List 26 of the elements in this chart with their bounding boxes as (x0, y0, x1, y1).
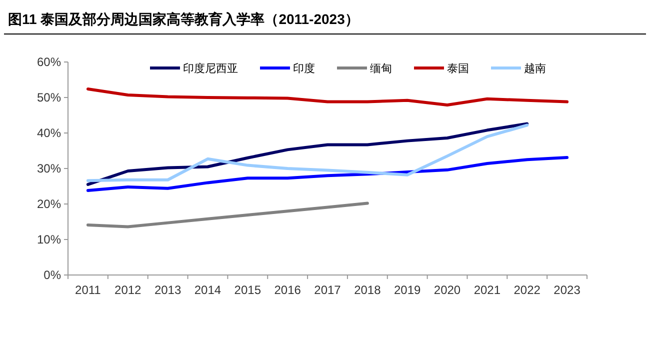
legend-label: 印度 (293, 62, 315, 75)
x-tick-label: 2017 (314, 283, 342, 297)
x-tick-label: 2011 (75, 283, 102, 297)
y-tick-label: 20% (36, 197, 62, 211)
x-tick-label: 2015 (234, 283, 262, 297)
legend-label: 缅甸 (370, 63, 392, 75)
x-tick-label: 2012 (114, 283, 142, 297)
y-tick-label: 0% (44, 268, 62, 282)
legend-label: 越南 (524, 62, 546, 75)
legend-label: 印度尼西亚 (183, 62, 238, 75)
y-tick-label: 10% (36, 232, 62, 246)
y-tick-label: 50% (36, 90, 62, 104)
y-tick-label: 30% (36, 162, 62, 176)
x-tick-label: 2018 (354, 283, 382, 297)
x-tick-label: 2019 (394, 283, 422, 297)
x-tick-label: 2022 (514, 283, 541, 297)
x-tick-label: 2016 (274, 283, 302, 297)
y-tick-label: 40% (36, 126, 62, 140)
x-tick-label: 2014 (194, 283, 222, 297)
x-tick-label: 2013 (154, 283, 182, 297)
chart-title: 图11 泰国及部分周边国家高等教育入学率（2011-2023） (8, 11, 359, 27)
legend-label: 泰国 (447, 63, 469, 75)
x-tick-label: 2020 (434, 283, 461, 297)
x-tick-label: 2021 (474, 283, 501, 297)
x-tick-label: 2023 (554, 283, 581, 297)
y-tick-label: 60% (36, 55, 62, 69)
